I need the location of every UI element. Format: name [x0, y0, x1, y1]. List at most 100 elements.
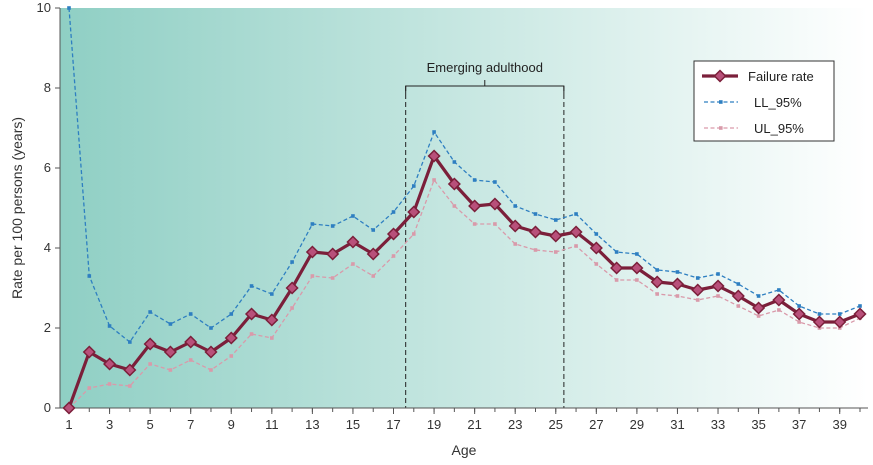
data-point: [411, 184, 416, 188]
data-point: [635, 278, 639, 282]
data-point: [270, 292, 274, 296]
data-point: [87, 386, 92, 390]
data-point: [391, 254, 396, 258]
data-point: [249, 332, 254, 336]
data-point: [513, 242, 518, 246]
y-tick-label: 8: [44, 80, 51, 95]
data-point: [695, 298, 700, 302]
data-point: [797, 304, 801, 308]
data-point: [432, 130, 436, 134]
data-point: [163, 345, 177, 359]
data-point: [752, 301, 766, 315]
series-line: [68, 178, 861, 409]
data-point: [614, 278, 619, 282]
data-point: [386, 227, 401, 241]
series-ll-95: [67, 6, 862, 344]
data-point: [594, 232, 599, 236]
data-point: [533, 248, 538, 252]
data-point: [675, 270, 680, 274]
legend-label: LL_95%: [754, 95, 802, 110]
y-axis-title: Rate per 100 persons (years): [9, 117, 25, 299]
x-axis-title: Age: [452, 442, 477, 458]
data-point: [366, 247, 380, 261]
data-point: [229, 312, 234, 316]
data-point: [508, 219, 522, 233]
data-point: [792, 307, 806, 321]
data-point: [128, 340, 132, 344]
x-tick-label: 35: [751, 417, 765, 432]
data-point: [310, 222, 315, 226]
data-point: [285, 281, 299, 295]
annotation-layer: Emerging adulthood: [405, 60, 565, 408]
x-tick-label: 37: [792, 417, 806, 432]
data-point: [853, 307, 867, 321]
data-point: [553, 250, 558, 254]
data-point: [209, 368, 213, 372]
data-point: [655, 268, 659, 272]
data-point: [716, 294, 720, 298]
data-point: [731, 289, 745, 303]
data-point: [594, 262, 599, 266]
y-tick-label: 6: [44, 160, 51, 175]
data-point: [290, 306, 294, 310]
data-point: [168, 322, 173, 326]
data-point: [224, 331, 238, 345]
x-tick-label: 17: [386, 417, 400, 432]
legend-marker: [719, 126, 723, 130]
series-layer: [62, 6, 867, 415]
x-tick-label: 13: [305, 417, 319, 432]
data-point: [184, 335, 198, 349]
y-tick-label: 2: [44, 320, 51, 335]
data-point: [351, 262, 355, 266]
data-point: [756, 314, 761, 318]
data-point: [589, 241, 603, 255]
x-tick-label: 5: [147, 417, 154, 432]
data-point: [716, 272, 720, 276]
x-tick-label: 9: [228, 417, 235, 432]
x-tick-label: 1: [65, 417, 72, 432]
x-tick-label: 7: [187, 417, 194, 432]
annotation-label: Emerging adulthood: [427, 60, 543, 75]
data-point: [493, 180, 497, 184]
data-point: [488, 197, 502, 211]
data-point: [168, 368, 173, 372]
legend: Failure rate LL_95% UL_95%: [693, 60, 835, 142]
data-point: [249, 284, 254, 288]
data-point: [472, 178, 477, 182]
data-point: [736, 304, 741, 308]
data-point: [326, 247, 340, 261]
data-point: [351, 214, 355, 218]
data-point: [711, 279, 725, 293]
data-point: [610, 261, 624, 275]
x-tick-label: 21: [467, 417, 481, 432]
data-point: [148, 362, 152, 366]
data-point: [772, 293, 786, 307]
data-point: [148, 310, 152, 314]
data-point: [574, 244, 578, 248]
data-point: [777, 308, 781, 312]
data-point: [553, 218, 558, 222]
data-point: [574, 212, 578, 216]
data-point: [290, 260, 294, 264]
data-point: [244, 307, 259, 321]
data-point: [411, 232, 416, 236]
data-point: [87, 274, 92, 278]
legend-item: UL_95%: [704, 121, 804, 136]
data-point: [67, 6, 71, 10]
x-tick-label: 11: [265, 417, 279, 432]
legend-item: Failure rate: [702, 69, 814, 84]
data-point: [447, 177, 461, 191]
x-tick-label: 27: [589, 417, 603, 432]
data-point: [204, 345, 218, 359]
y-tick-label: 10: [37, 0, 51, 15]
x-tick-label: 23: [508, 417, 522, 432]
data-point: [103, 357, 117, 371]
data-point: [128, 384, 132, 388]
data-point: [569, 225, 583, 239]
data-point: [630, 261, 644, 275]
data-point: [371, 274, 376, 278]
data-point: [143, 337, 157, 351]
series-line: [68, 7, 861, 343]
data-point: [858, 304, 862, 308]
